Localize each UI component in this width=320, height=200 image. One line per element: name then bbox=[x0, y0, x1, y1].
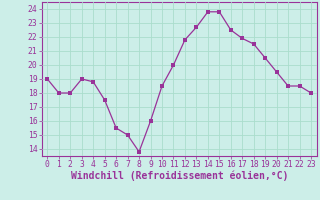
X-axis label: Windchill (Refroidissement éolien,°C): Windchill (Refroidissement éolien,°C) bbox=[70, 171, 288, 181]
